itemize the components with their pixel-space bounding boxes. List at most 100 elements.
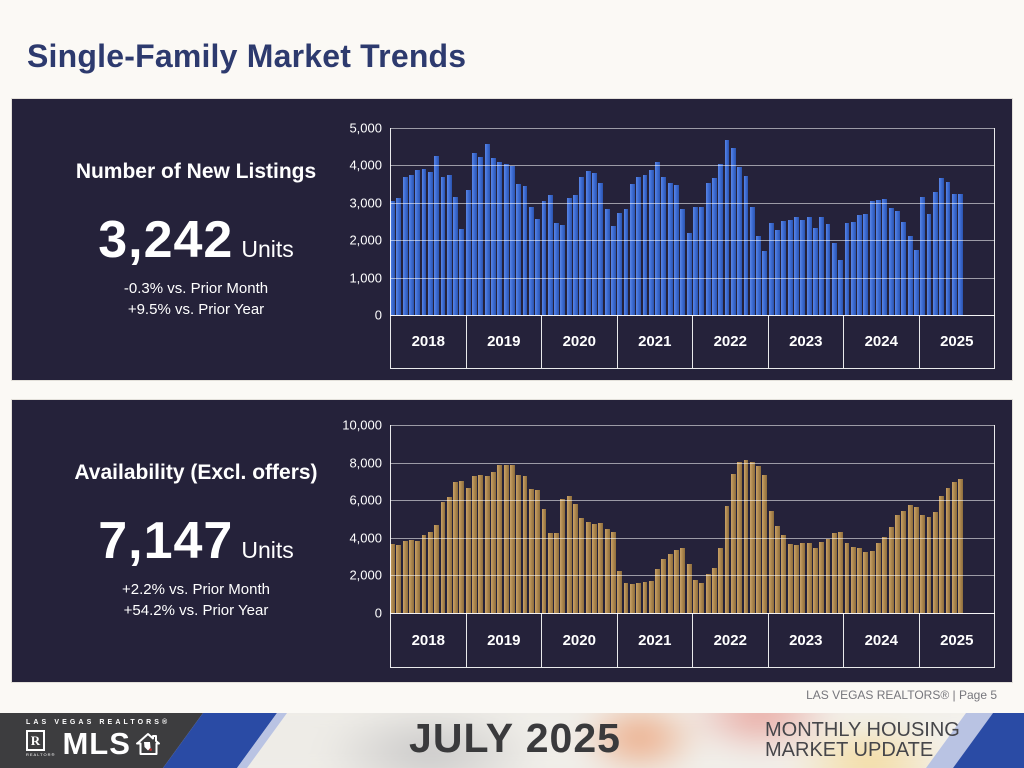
bar — [648, 581, 654, 613]
bar — [787, 544, 793, 613]
availability-value-line: 7,147 Units — [98, 511, 294, 571]
bar — [509, 465, 515, 613]
bar — [585, 522, 591, 613]
bar — [604, 209, 610, 315]
bar — [440, 502, 446, 613]
bar — [838, 532, 844, 613]
bar — [756, 236, 762, 315]
bar — [907, 236, 913, 315]
bar — [503, 465, 509, 613]
gridline — [390, 128, 995, 129]
new-listings-value-line: 3,242 Units — [98, 210, 294, 270]
bar — [642, 582, 648, 613]
logo-wordmark: LAS VEGAS REALTORS® — [26, 719, 171, 726]
availability-heading: Availability (Excl. offers) — [74, 461, 318, 484]
bar — [844, 543, 850, 613]
bar — [598, 183, 604, 315]
bar — [895, 515, 900, 613]
bar — [390, 201, 395, 315]
bar — [547, 533, 553, 613]
x-axis-year-label: 2020 — [541, 315, 617, 368]
bar — [926, 517, 932, 613]
availability-value: 7,147 — [98, 512, 234, 570]
x-axis-year-label: 2021 — [616, 613, 693, 667]
x-axis-year-label: 2019 — [465, 613, 542, 667]
bar — [680, 209, 686, 315]
bar — [528, 207, 534, 315]
x-axis-year-label: 2020 — [541, 613, 617, 667]
bar — [863, 214, 869, 315]
y-axis-tick-label: 2,000 — [349, 232, 382, 248]
bar — [427, 172, 433, 315]
bar — [629, 584, 635, 613]
bar — [655, 569, 661, 613]
new-listings-heading: Number of New Listings — [75, 159, 317, 183]
footer-report-line2: MARKET UPDATE — [765, 739, 934, 761]
gridline — [390, 425, 995, 426]
x-axis-year-label: 2024 — [843, 613, 919, 667]
x-axis-year-label: 2021 — [616, 315, 693, 368]
bar — [705, 183, 711, 315]
x-axis-year-label: 2018 — [390, 613, 466, 667]
house-icon — [135, 732, 160, 755]
x-axis-year-label: 2018 — [390, 315, 466, 368]
bar — [541, 201, 547, 315]
footer-month-title: JULY 2025 — [409, 715, 621, 761]
new-listings-value: 3,242 — [98, 210, 234, 269]
bar — [661, 177, 667, 315]
bar — [800, 543, 806, 613]
bar — [945, 182, 951, 315]
bar — [566, 496, 572, 613]
bar — [762, 475, 768, 613]
y-axis-tick-label: 4,000 — [349, 157, 382, 173]
availability-summary: Availability (Excl. offers) 7,147 Units … — [12, 400, 380, 682]
bar — [693, 207, 698, 315]
bar — [648, 170, 654, 315]
bar — [920, 515, 926, 613]
bar — [756, 466, 762, 613]
bar — [699, 583, 705, 613]
bar — [472, 476, 477, 613]
bar — [863, 552, 869, 613]
bar — [465, 190, 471, 315]
bar — [674, 550, 679, 613]
bar — [901, 511, 907, 613]
bar — [711, 178, 717, 315]
availability-chart: 10,000 8,000 6,000 4,000 2,000 0 2018 2019 2020 2… — [342, 418, 995, 668]
y-axis-line — [390, 425, 391, 613]
bar — [516, 184, 522, 315]
bar — [453, 197, 459, 315]
bar — [573, 195, 578, 315]
bar — [882, 199, 888, 315]
bar — [642, 175, 648, 315]
y-axis-tick-label: 2,000 — [349, 567, 382, 583]
bar — [408, 175, 414, 315]
bar — [857, 215, 863, 315]
bar — [768, 511, 774, 613]
bar — [598, 523, 604, 613]
y-axis-tick-label: 0 — [374, 307, 382, 323]
bar — [876, 543, 881, 613]
availability-vs-year: +54.2% vs. Prior Year — [123, 602, 269, 619]
bar — [491, 158, 496, 315]
bar — [667, 183, 673, 315]
bar — [806, 543, 812, 613]
bar — [636, 583, 642, 613]
bar — [794, 217, 799, 315]
bar — [718, 548, 724, 613]
bar — [472, 153, 477, 315]
plot-right-border — [994, 425, 995, 613]
y-axis-tick-label: 10,000 — [342, 417, 382, 433]
x-axis-year-label: 2023 — [767, 315, 844, 368]
x-axis-year-label: 2022 — [692, 315, 768, 368]
bar — [711, 568, 717, 613]
bar — [592, 524, 597, 613]
bar — [617, 571, 623, 613]
bar — [680, 548, 686, 613]
bar — [579, 518, 585, 613]
bar — [888, 208, 894, 315]
bar — [478, 475, 484, 613]
bar — [636, 177, 642, 315]
bar — [743, 460, 749, 613]
bar — [737, 462, 743, 613]
